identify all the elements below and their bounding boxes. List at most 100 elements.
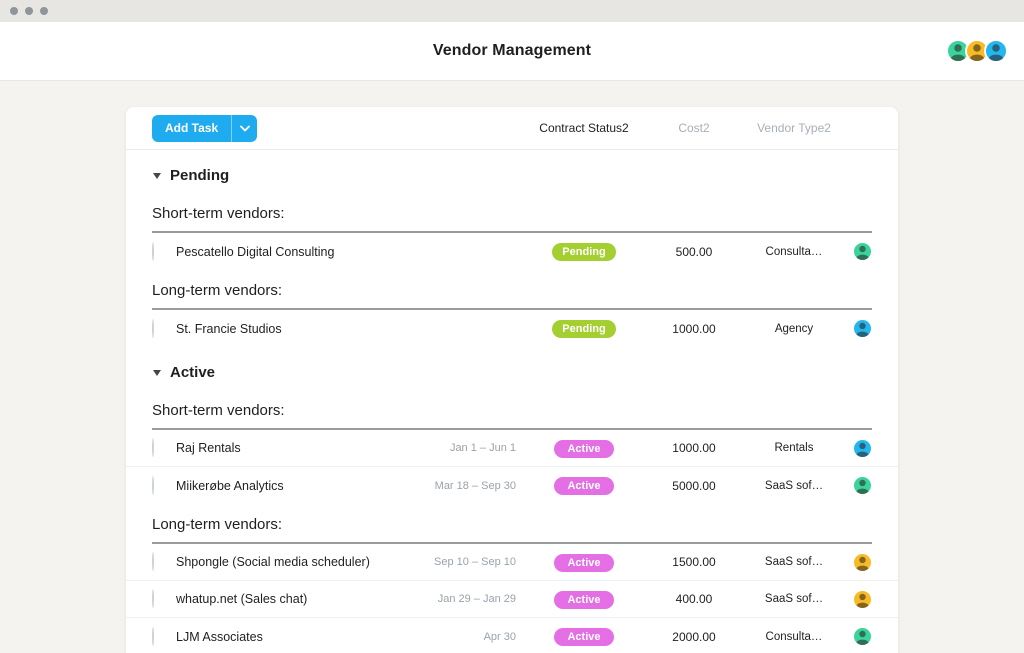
column-header-vendor-type[interactable]: Vendor Type2 xyxy=(757,121,831,135)
section-pending: Pending Short-term vendors: Pescatello Dig… xyxy=(126,150,898,347)
task-complete-checkbox[interactable] xyxy=(152,241,154,261)
table-row[interactable]: Shpongle (Social media scheduler) Sep 10 … xyxy=(126,544,898,581)
checkbox-cell xyxy=(152,318,176,338)
table-row[interactable]: Miikerøbe Analytics Mar 18 – Sep 30 Active… xyxy=(126,467,898,504)
window-dot-3[interactable] xyxy=(40,7,48,15)
section-collapse-icon[interactable] xyxy=(153,369,161,376)
cost-value[interactable]: 1000.00 xyxy=(672,441,716,455)
vendor-type-value[interactable]: SaaS sof… xyxy=(764,556,824,568)
assignee-cell xyxy=(844,320,880,337)
header-avatar-group[interactable] xyxy=(946,39,1008,63)
contract-status-cell[interactable]: Active xyxy=(524,553,644,572)
vendor-rows: St. Francie Studios Pending 1000.00 Agency xyxy=(126,310,898,347)
table-row[interactable]: Pescatello Digital Consulting Pending 500.… xyxy=(126,233,898,270)
cost-value[interactable]: 400.00 xyxy=(675,592,713,606)
window-chrome-bar xyxy=(0,0,1024,22)
task-complete-checkbox[interactable] xyxy=(152,438,154,457)
assignee-avatar[interactable] xyxy=(853,590,871,608)
main-content: Add Task Contract Status2 Cost2 Vendor T… xyxy=(0,82,1024,653)
assignee-avatar[interactable] xyxy=(853,477,871,494)
cost-value[interactable]: 2000.00 xyxy=(672,629,716,644)
vendor-type-value[interactable]: Consulta… xyxy=(765,245,823,258)
due-date[interactable]: Apr 30 xyxy=(483,630,516,643)
vendor-rows: Shpongle (Social media scheduler) Sep 10 … xyxy=(126,544,898,653)
status-badge[interactable]: Pending xyxy=(552,243,616,261)
due-date[interactable]: Jan 1 – Jun 1 xyxy=(449,442,516,454)
add-task-divider xyxy=(231,114,233,142)
task-complete-checkbox[interactable] xyxy=(152,552,154,571)
checkbox-cell xyxy=(152,241,176,261)
assignee-avatar[interactable] xyxy=(853,243,871,260)
status-badge[interactable]: Pending xyxy=(552,320,616,338)
section-active: Active Short-term vendors: Raj Rentals Jan … xyxy=(126,347,898,653)
vendor-type-value[interactable]: SaaS sof… xyxy=(764,593,824,605)
vendor-name[interactable]: Miikerøbe Analytics xyxy=(176,478,284,493)
group-title-wrap: Long-term vendors: xyxy=(152,508,872,544)
group-title-wrap: Long-term vendors: xyxy=(152,274,872,310)
contract-status-cell[interactable]: Active xyxy=(524,439,644,458)
status-badge[interactable]: Active xyxy=(554,439,614,458)
chevron-down-icon[interactable] xyxy=(232,115,257,142)
section-title: Active xyxy=(170,364,216,381)
assignee-avatar[interactable] xyxy=(853,320,871,337)
vendor-type-value[interactable]: Agency xyxy=(774,322,814,335)
section-header-active[interactable]: Active xyxy=(126,347,898,390)
section-header-pending[interactable]: Pending xyxy=(126,150,898,193)
contract-status-cell[interactable]: Active xyxy=(524,627,644,646)
column-header-contract-status[interactable]: Contract Status2 xyxy=(539,121,629,135)
vendor-type-value[interactable]: Rentals xyxy=(774,442,814,454)
add-task-label[interactable]: Add Task xyxy=(165,121,219,135)
assignee-avatar[interactable] xyxy=(853,439,871,457)
due-date[interactable]: Jan 29 – Jan 29 xyxy=(437,593,516,605)
checkbox-cell xyxy=(152,589,176,608)
cost-value[interactable]: 5000.00 xyxy=(672,478,716,493)
vendor-type-value[interactable]: Consulta… xyxy=(765,630,823,643)
column-header-cost[interactable]: Cost2 xyxy=(678,121,710,135)
status-badge[interactable]: Active xyxy=(554,477,614,495)
vendor-name[interactable]: St. Francie Studios xyxy=(176,321,282,336)
add-task-button[interactable]: Add Task xyxy=(152,114,258,142)
header-avatar-3[interactable] xyxy=(984,39,1008,63)
table-row[interactable]: St. Francie Studios Pending 1000.00 Agency xyxy=(126,310,898,347)
table-row[interactable]: LJM Associates Apr 30 Active 2000.00 Consult… xyxy=(126,618,898,653)
table-row[interactable]: whatup.net (Sales chat) Jan 29 – Jan 29 Ac… xyxy=(126,581,898,618)
vendor-rows: Pescatello Digital Consulting Pending 500.… xyxy=(126,233,898,270)
status-badge[interactable]: Active xyxy=(554,590,614,609)
vendor-name[interactable]: Shpongle (Social media scheduler) xyxy=(176,555,370,569)
task-complete-checkbox[interactable] xyxy=(152,318,154,338)
contract-status-cell[interactable]: Pending xyxy=(524,242,644,261)
vendor-name[interactable]: Pescatello Digital Consulting xyxy=(176,244,335,259)
cost-value[interactable]: 500.00 xyxy=(675,244,713,259)
group-title: Short-term vendors: xyxy=(152,402,285,419)
contract-status-cell[interactable]: Active xyxy=(524,590,644,609)
cost-value[interactable]: 1500.00 xyxy=(672,555,716,569)
status-badge[interactable]: Active xyxy=(554,628,614,646)
vendor-name[interactable]: Raj Rentals xyxy=(176,441,241,455)
assignee-avatar[interactable] xyxy=(853,628,871,645)
table-row[interactable]: Raj Rentals Jan 1 – Jun 1 Active 1000.00 Ren… xyxy=(126,430,898,467)
vendor-name[interactable]: LJM Associates xyxy=(176,629,263,644)
group-title: Long-term vendors: xyxy=(152,516,283,533)
assignee-cell xyxy=(844,477,880,494)
vendor-type-value[interactable]: SaaS sof… xyxy=(764,479,824,492)
window-dot-2[interactable] xyxy=(25,7,33,15)
section-collapse-icon[interactable] xyxy=(153,172,161,179)
task-complete-checkbox[interactable] xyxy=(152,589,154,608)
add-task-wrap: Add Task xyxy=(152,114,414,142)
task-complete-checkbox[interactable] xyxy=(152,626,154,646)
contract-status-cell[interactable]: Active xyxy=(524,476,644,495)
window-dot-1[interactable] xyxy=(10,7,18,15)
group-title: Long-term vendors: xyxy=(152,282,283,299)
due-date[interactable]: Mar 18 – Sep 30 xyxy=(434,479,516,492)
contract-status-cell[interactable]: Pending xyxy=(524,319,644,338)
vendor-rows: Raj Rentals Jan 1 – Jun 1 Active 1000.00 Ren… xyxy=(126,430,898,504)
task-complete-checkbox[interactable] xyxy=(152,475,154,495)
assignee-cell xyxy=(844,439,880,457)
assignee-cell xyxy=(844,553,880,571)
assignee-cell xyxy=(844,590,880,608)
due-date[interactable]: Sep 10 – Sep 10 xyxy=(434,556,516,568)
assignee-avatar[interactable] xyxy=(853,553,871,571)
cost-value[interactable]: 1000.00 xyxy=(672,321,716,336)
status-badge[interactable]: Active xyxy=(554,553,614,572)
vendor-name[interactable]: whatup.net (Sales chat) xyxy=(176,592,308,606)
